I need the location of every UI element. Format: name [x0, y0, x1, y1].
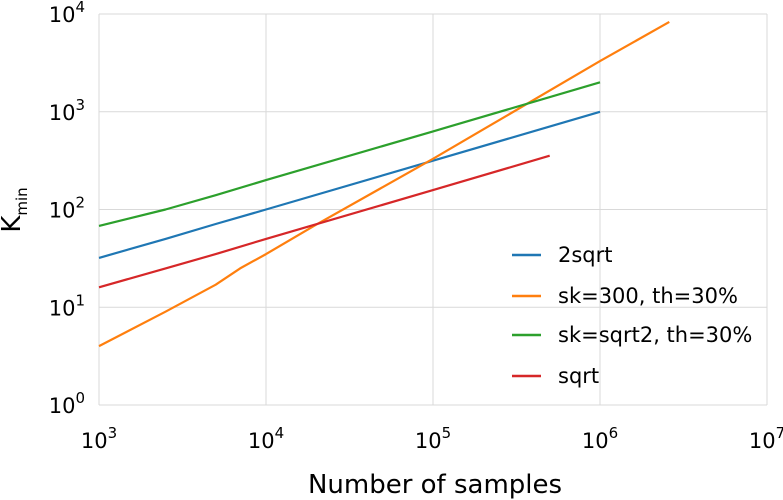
tick-exponent: 5: [442, 424, 452, 442]
series-lines: [98, 20, 670, 348]
tick-exponent: 3: [75, 96, 85, 114]
tick-exponent: 4: [75, 0, 85, 16]
y-tick-label: 102: [49, 194, 85, 223]
x-tick-labels: 103 104 105 106 107: [81, 424, 783, 453]
legend: 2sqrt sk=300, th=30% sk=sqrt2, th=30% sqrt: [512, 243, 752, 388]
tick-base: 10: [49, 394, 76, 418]
tick-base: 10: [415, 429, 442, 453]
y-tick-label: 100: [49, 389, 85, 418]
tick-exponent: 2: [75, 194, 85, 212]
legend-label-sk-sqrt2-th-30: sk=sqrt2, th=30%: [558, 323, 752, 347]
tick-exponent: 6: [609, 424, 619, 442]
legend-label-2sqrt: 2sqrt: [558, 243, 613, 267]
legend-label-sk-300-th-30: sk=300, th=30%: [558, 284, 738, 308]
legend-label-sqrt: sqrt: [558, 364, 599, 388]
y-axis-label-main: K: [0, 215, 27, 233]
tick-exponent: 4: [275, 424, 285, 442]
x-tick-label: 105: [415, 424, 451, 453]
y-tick-label: 101: [49, 291, 85, 320]
tick-exponent: 1: [75, 291, 85, 309]
tick-base: 10: [749, 429, 776, 453]
tick-base: 10: [49, 199, 76, 223]
tick-base: 10: [49, 101, 76, 125]
x-tick-label: 103: [81, 424, 117, 453]
tick-base: 10: [582, 429, 609, 453]
y-tick-label: 103: [49, 96, 85, 125]
tick-exponent: 7: [776, 424, 783, 442]
tick-base: 10: [49, 3, 76, 27]
x-tick-label: 106: [582, 424, 618, 453]
x-axis-label: Number of samples: [308, 470, 562, 500]
y-axis-label-subscript: min: [13, 187, 31, 215]
grid-lines: [98, 13, 768, 406]
series-line-sk-300-th-30: [98, 20, 670, 348]
tick-base: 10: [49, 296, 76, 320]
x-tick-label: 107: [749, 424, 783, 453]
series-line-sk-sqrt2-th-30: [98, 81, 601, 227]
series-line-sqrt: [98, 154, 551, 289]
x-tick-label: 104: [248, 424, 284, 453]
tick-base: 10: [81, 429, 108, 453]
tick-exponent: 3: [108, 424, 118, 442]
series-line-2sqrt: [98, 110, 601, 259]
y-tick-label: 104: [49, 0, 85, 27]
tick-exponent: 0: [75, 389, 85, 407]
tick-base: 10: [248, 429, 275, 453]
y-axis-label: Kmin: [0, 187, 31, 232]
